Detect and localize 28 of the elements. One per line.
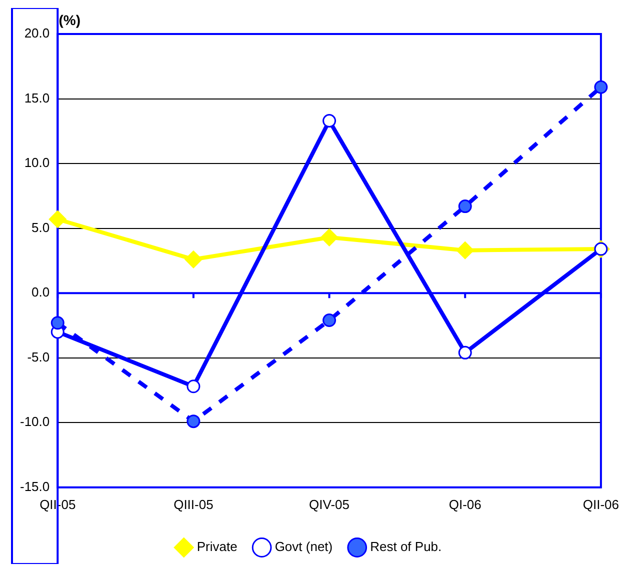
point <box>50 316 64 330</box>
y-tick-label: -5.0 <box>27 349 50 364</box>
y-tick-label: -15.0 <box>20 478 50 494</box>
point <box>48 210 66 228</box>
point <box>456 242 474 260</box>
y-tick-label: 5.0 <box>32 220 50 235</box>
legend-label: Rest of Pub. <box>370 539 442 554</box>
x-tick-label: QI-06 <box>448 496 482 512</box>
y-tick-label: 15.0 <box>24 90 50 106</box>
x-tick-label: QIV-05 <box>309 496 350 512</box>
point <box>184 250 202 268</box>
x-tick-label: QIII-05 <box>174 496 214 512</box>
point <box>186 380 200 394</box>
y-tick-label: -10.0 <box>20 414 50 430</box>
y-tick-label: 0.0 <box>32 284 50 300</box>
y-axis-title: (%) <box>58 12 81 28</box>
x-tick-label: QII-06 <box>582 496 619 512</box>
point <box>458 200 472 214</box>
point <box>322 314 336 328</box>
legend-label: Govt (net) <box>274 539 333 554</box>
point <box>594 80 608 94</box>
point <box>186 414 200 428</box>
point <box>458 346 472 360</box>
y-tick-label: 10.0 <box>24 155 50 170</box>
point <box>322 114 336 128</box>
y-tick-label: 20.0 <box>24 26 50 41</box>
legend-label: Private <box>196 539 238 554</box>
point <box>320 228 338 246</box>
